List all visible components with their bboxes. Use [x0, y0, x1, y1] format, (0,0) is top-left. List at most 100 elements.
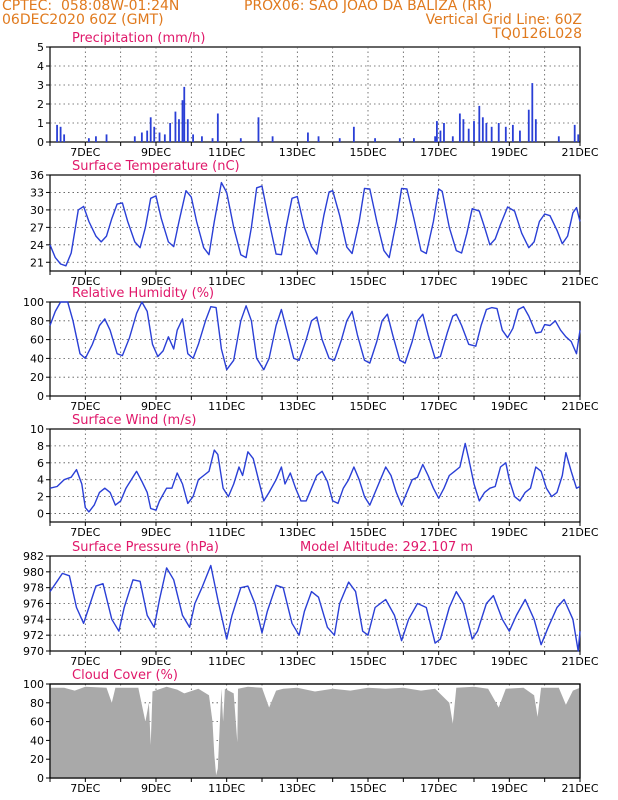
wind-xtick-label: 17DEC — [420, 526, 457, 539]
temperature-title: Surface Temperature (nC) — [72, 159, 240, 174]
humidity-ytick-label: 80 — [30, 315, 44, 328]
temperature-xtick-label: 13DEC — [279, 275, 316, 288]
precipitation-bar — [186, 119, 189, 142]
pressure-ytick-label: 978 — [23, 582, 44, 595]
cloud-ytick-label: 100 — [23, 678, 44, 691]
precipitation-bar — [490, 126, 493, 142]
humidity-xtick-label: 19DEC — [491, 400, 528, 413]
precipitation-bar — [158, 132, 161, 142]
precipitation-bar — [478, 105, 481, 142]
cloud-frame-top — [49, 683, 581, 779]
precipitation-bar — [183, 86, 186, 142]
precipitation-bar — [59, 126, 62, 142]
precipitation-bar — [577, 134, 580, 142]
wind-series-line — [49, 442, 581, 513]
header-station-name: PROX06: SAO JOAO DA BALIZA (RR) — [244, 0, 493, 14]
precipitation-ytick-label: 0 — [37, 136, 44, 149]
header-grid-note: Vertical Grid Line: 60Z — [425, 12, 582, 28]
pressure-xtick-label: 7DEC — [70, 655, 100, 668]
wind-ytick-label: 10 — [30, 423, 44, 436]
precipitation-ytick-label: 1 — [37, 117, 44, 130]
precipitation-xtick-label: 19DEC — [491, 146, 528, 159]
cloud-xtick-label: 11DEC — [208, 782, 245, 795]
precipitation-title: Precipitation (mm/h) — [72, 31, 205, 46]
cloud-ytick-label: 0 — [37, 772, 44, 785]
precipitation-bar — [413, 138, 415, 142]
precipitation-xtick-label: 7DEC — [70, 146, 100, 159]
pressure-ytick-label: 970 — [23, 645, 44, 658]
pressure-series-line — [49, 564, 581, 652]
temperature-ytick-label: 30 — [30, 204, 44, 217]
precipitation-bar — [169, 123, 172, 142]
cloud-xtick-label: 15DEC — [349, 782, 386, 795]
humidity-ytick-label: 100 — [23, 296, 44, 309]
precipitation-bar — [481, 117, 484, 142]
humidity-xtick-label: 13DEC — [279, 400, 316, 413]
humidity-series-line — [49, 301, 581, 371]
precipitation-bar — [557, 136, 560, 142]
humidity-xtick-label: 7DEC — [70, 400, 100, 413]
cloud-xtick-label: 13DEC — [279, 782, 316, 795]
precipitation-bar — [140, 132, 143, 142]
precipitation-bar — [56, 124, 58, 142]
wind-ytick-label: 8 — [37, 440, 44, 453]
cloud-xtick-label: 19DEC — [491, 782, 528, 795]
cloud-xtick-label: 17DEC — [420, 782, 457, 795]
humidity-frame — [49, 301, 581, 397]
precipitation-xtick-label: 11DEC — [208, 146, 245, 159]
precipitation-bar — [436, 121, 438, 142]
precipitation-bar — [504, 126, 507, 142]
precipitation-xtick-label: 13DEC — [279, 146, 316, 159]
wind-ytick-label: 0 — [37, 508, 44, 521]
pressure-ytick-label: 974 — [23, 613, 44, 626]
cloud-xtick-label: 7DEC — [70, 782, 100, 795]
cloud-ytick-label: 80 — [30, 697, 44, 710]
header-station-coords: CPTEC: 058:08W-01:24N — [2, 0, 180, 14]
wind-xtick-label: 19DEC — [491, 526, 528, 539]
cloud-ytick-label: 60 — [30, 716, 44, 729]
wind-title: Surface Wind (m/s) — [72, 413, 196, 428]
precipitation-bar — [95, 136, 97, 142]
wind-ytick-label: 4 — [37, 474, 44, 487]
precipitation-bar — [178, 119, 180, 142]
pressure-xtick-label: 19DEC — [491, 655, 528, 668]
precipitation-bar — [257, 117, 260, 142]
wind-xtick-label: 15DEC — [349, 526, 386, 539]
precipitation-xtick-label: 21DEC — [561, 146, 598, 159]
precipitation-xtick-label: 9DEC — [141, 146, 171, 159]
precipitation-bar — [63, 134, 66, 142]
temperature-ytick-label: 36 — [30, 169, 44, 182]
header-run-date: 06DEC2020 60Z (GMT) — [2, 12, 164, 28]
pressure-xtick-label: 17DEC — [420, 655, 457, 668]
precipitation-bar — [527, 109, 530, 142]
precipitation-bar — [458, 113, 461, 142]
precipitation-xtick-label: 17DEC — [420, 146, 457, 159]
precipitation-bar — [201, 136, 203, 142]
cloud-area — [50, 686, 580, 778]
precipitation-bar — [485, 123, 488, 142]
pressure-ytick-label: 982 — [23, 550, 44, 563]
precipitation-bar — [467, 128, 470, 142]
cloud-title: Cloud Cover (%) — [72, 668, 178, 683]
pressure-ytick-label: 976 — [23, 598, 44, 611]
humidity-ytick-label: 20 — [30, 371, 44, 384]
precipitation-bar — [439, 130, 442, 142]
cloud-xtick-label: 9DEC — [141, 782, 171, 795]
precipitation-bar — [211, 138, 214, 142]
pressure-ytick-label: 972 — [23, 629, 44, 642]
precipitation-bar — [317, 136, 320, 142]
precipitation-bar — [451, 136, 454, 142]
precipitation-bar — [216, 113, 219, 142]
precipitation-bar — [398, 138, 401, 142]
precipitation-ytick-label: 5 — [37, 41, 44, 54]
temperature-ytick-label: 24 — [30, 239, 44, 252]
temperature-xtick-label: 17DEC — [420, 275, 457, 288]
wind-frame — [49, 428, 581, 523]
humidity-ytick-label: 40 — [30, 352, 44, 365]
precipitation-bar — [174, 111, 177, 142]
humidity-title: Relative Humidity (%) — [72, 286, 214, 301]
precipitation-bar — [307, 132, 309, 142]
header-model-id: TQ0126L028 — [492, 26, 582, 42]
precipitation-ytick-label: 4 — [37, 60, 44, 73]
precipitation-bar — [146, 130, 149, 142]
